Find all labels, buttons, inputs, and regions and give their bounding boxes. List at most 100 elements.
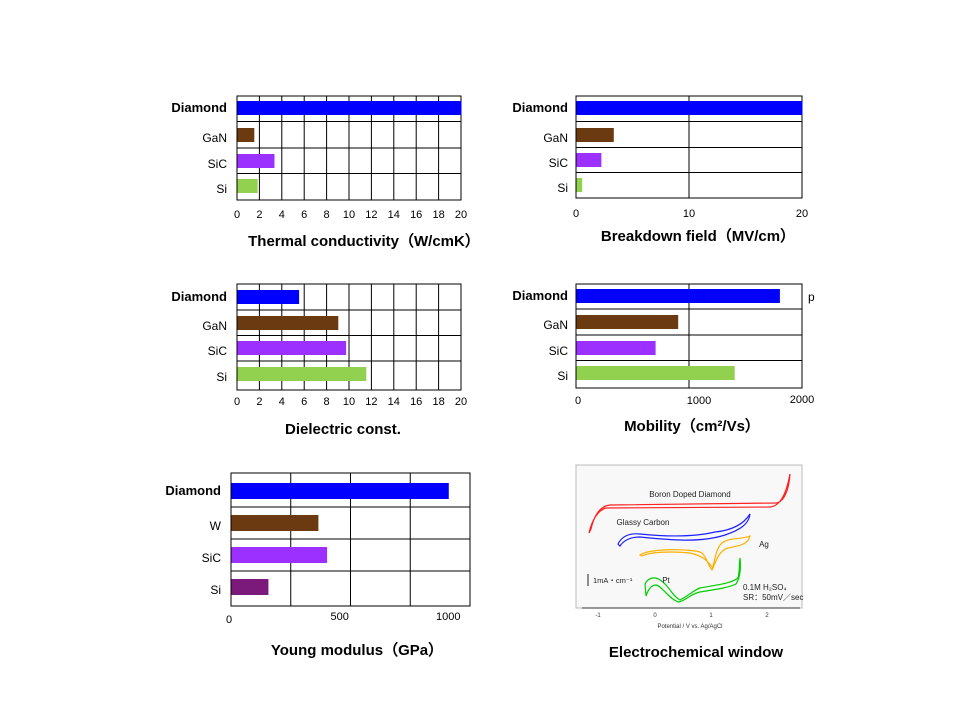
breakdown-category-label: Si [557,181,568,195]
thermal-tick-label: 2 [256,209,262,221]
thermal-bar-gan [237,128,255,142]
breakdown-tick-label: 20 [796,208,808,220]
breakdown-bar-si [576,178,583,192]
breakdown-tick-label: 0 [573,208,579,220]
thermal-tick-label: 8 [324,209,330,221]
breakdown-plot-area: Diamond GaN SiC Si 0 10 20 [512,95,808,220]
mobility-plot-area: Diamond GaN SiC Si 0 1000 2000 [512,283,814,407]
scale-label: 1mA・cm⁻¹ [593,576,633,585]
dielectric-bar-sic [237,341,347,355]
breakdown-category-label: Diamond [512,100,568,115]
mobility-bar-si [576,366,735,380]
mobility-bar-sic [576,341,656,355]
thermal-category-label: GaN [202,131,227,145]
scan-rate-label: SR：50mV／sec [743,593,803,602]
mobility-category-label: GaN [543,318,568,332]
electrochem-tick-label: 1 [709,613,713,619]
thermal-category-label: Diamond [171,100,227,115]
mobility-tick-label: 2000 [790,394,814,406]
thermal-tick-label: 6 [301,209,307,221]
chart-mobility: Diamond GaN SiC Si 0 1000 2000 Mobility（cm²/Vs… [512,283,815,435]
thermal-tick-label: 14 [388,209,400,221]
mobility-bar-diamond [576,289,780,303]
dielectric-tick-label: 6 [301,396,307,408]
dielectric-title: Dielectric const. [285,421,401,438]
ag-curve-label: Ag [759,540,769,549]
mobility-tick-label: 1000 [687,395,711,407]
electrolyte-label: 0.1M H₂SO₄ [743,583,787,592]
breakdown-tick-label: 10 [683,208,695,220]
thermal-tick-label: 20 [455,209,467,221]
dielectric-category-label: Si [216,370,227,384]
dielectric-category-label: Diamond [171,289,227,304]
electrochem-tick-label: 2 [765,613,769,619]
dielectric-category-label: SiC [208,344,228,358]
young-category-label: W [210,519,222,533]
young-plot-area: Diamond W SiC Si 0 500 1000 [165,472,471,626]
chart-dielectric-const: Diamond GaN SiC Si 0 2 4 6 8 10 12 14 16 18 20 Dielect… [171,283,467,438]
mobility-category-label: Si [557,369,568,383]
thermal-plot-area: Diamond GaN SiC Si 0 2 4 6 8 10 12 14 16 18 20 [171,95,467,221]
dielectric-tick-label: 20 [455,396,467,408]
dielectric-tick-label: 0 [234,396,240,408]
dielectric-tick-label: 8 [324,396,330,408]
thermal-tick-label: 4 [279,209,285,221]
breakdown-bar-diamond [576,101,803,115]
dielectric-bar-gan [237,316,339,330]
mobility-category-label: Diamond [512,288,568,303]
dielectric-bar-diamond [237,290,300,304]
thermal-bar-diamond [237,101,462,115]
young-bar-sic [231,547,328,563]
dielectric-tick-label: 12 [365,396,377,408]
young-tick-label: 1000 [436,611,460,623]
young-category-label: SiC [202,551,222,565]
electrochem-tick-label: -1 [595,613,601,619]
boron-doped-diamond-curve [588,473,791,534]
boron-curve-label: Boron Doped Diamond [649,490,730,499]
dielectric-tick-label: 16 [410,396,422,408]
young-bar-diamond [231,483,449,499]
thermal-tick-label: 10 [343,209,355,221]
dielectric-bar-si [237,367,367,381]
glassy-carbon-curve [617,513,751,547]
young-tick-label: 500 [330,611,348,623]
electrochem-frame [575,464,803,609]
thermal-tick-label: 0 [234,209,240,221]
breakdown-category-label: SiC [549,156,569,170]
ag-curve [638,535,751,572]
breakdown-bar-gan [576,128,614,142]
dielectric-category-label: GaN [202,319,227,333]
young-bar-w [231,515,319,531]
dielectric-tick-label: 14 [388,396,400,408]
thermal-category-label: SiC [208,157,228,171]
young-category-label: Si [210,583,221,597]
electrochemical-window-figure: -1 0 1 2 Potential / V vs. Ag/AgCl Boron… [575,464,803,661]
mobility-category-label: SiC [549,344,569,358]
young-category-label: Diamond [165,483,221,498]
chart-thermal-conductivity: Diamond GaN SiC Si 0 2 4 6 8 10 12 14 16 18 20 Thermal… [171,95,480,250]
pt-curve-label: Pt [662,576,670,585]
breakdown-category-label: GaN [543,131,568,145]
young-bar-si [231,579,269,595]
breakdown-bar-sic [576,153,602,167]
mobility-bar-gan [576,315,679,329]
electrochem-axis-label: Potential / V vs. Ag/AgCl [657,624,722,630]
thermal-title: Thermal conductivity（W/cmK） [248,232,480,250]
mobility-annotation: p [808,290,815,304]
pt-curve [644,557,741,603]
electrochem-ticks: -1 0 1 2 [595,613,769,619]
mobility-title: Mobility（cm²/Vs） [624,417,760,435]
thermal-tick-label: 18 [432,209,444,221]
thermal-bar-si [237,179,258,193]
chart-young-modulus: Diamond W SiC Si 0 500 1000 Young modulus（GPa） [165,472,471,659]
thermal-bar-sic [237,154,275,168]
dielectric-tick-label: 18 [432,396,444,408]
dielectric-tick-label: 2 [256,396,262,408]
chart-breakdown-field: Diamond GaN SiC Si 0 10 20 Breakdown field（MV/… [512,95,808,245]
breakdown-title: Breakdown field（MV/cm） [601,227,795,245]
thermal-tick-label: 12 [365,209,377,221]
mobility-tick-label: 0 [575,395,581,407]
dielectric-tick-label: 4 [279,396,285,408]
dielectric-plot-area: Diamond GaN SiC Si 0 2 4 6 8 10 12 14 16 18 20 [171,283,467,408]
